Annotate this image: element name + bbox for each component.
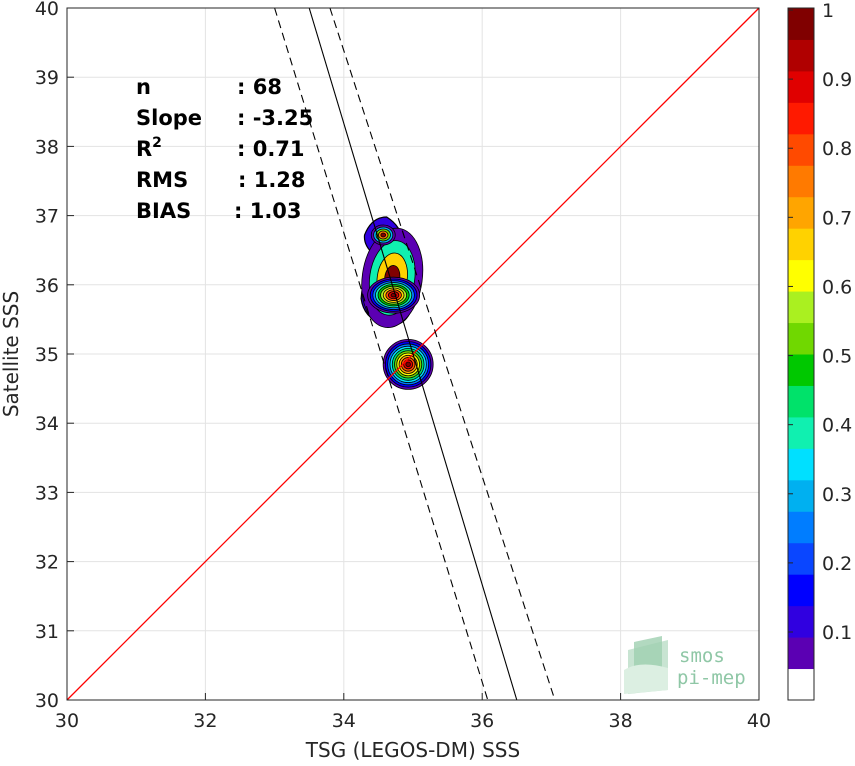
- colorbar-swatch: [788, 668, 814, 701]
- colorbar-swatch: [788, 228, 814, 261]
- stat-label: R2: [136, 135, 162, 161]
- colorbar-tick-label: 0.4: [822, 415, 852, 437]
- smos-pi-mep-logo: smos pi-mep: [624, 636, 746, 694]
- y-tick-label: 33: [35, 482, 59, 504]
- colorbar-swatch: [788, 479, 814, 512]
- colorbar-swatch: [788, 354, 814, 386]
- x-tick-label: 32: [193, 710, 217, 732]
- x-axis-label: TSG (LEGOS-DM) SSS: [305, 738, 520, 762]
- statistics-box: n : 68 Slope : -3.25 R2 : 0.71 RMS : 1.28 BIAS : …: [136, 75, 313, 223]
- colorbar-tick-label: 0.6: [822, 276, 852, 298]
- confidence-line: [274, 7, 489, 701]
- density-contour-north-secondary: [380, 232, 387, 238]
- colorbar-tick-label: 0.1: [822, 622, 852, 644]
- colorbar-swatch: [788, 605, 814, 638]
- colorbar-swatch: [788, 574, 814, 607]
- stat-value: : 0.71: [237, 137, 305, 161]
- colorbar-swatch: [788, 511, 814, 544]
- colorbar-swatch: [788, 385, 814, 418]
- colorbar-tick-label: 0.7: [822, 207, 852, 229]
- logo-line2: pi-mep: [677, 667, 746, 689]
- colorbar-swatch: [788, 39, 814, 72]
- colorbar-swatch: [788, 102, 814, 135]
- y-tick-label: 32: [35, 552, 59, 574]
- colorbar-tick-label: 0.3: [822, 484, 852, 506]
- colorbar: 0.1 0.2 0.3 0.4 0.5 0.6 0.7 0.8 0.9 1: [787, 0, 852, 701]
- y-tick-label: 35: [35, 344, 59, 366]
- y-tick-label: 40: [35, 0, 59, 20]
- regression-lines: [66, 7, 760, 701]
- y-tick-label: 36: [35, 275, 59, 297]
- grid: [67, 8, 759, 700]
- axis-ticks: 30 32 34 36 38 40 30 31 32 33 34 35 36 37 38 39 40: [35, 0, 771, 732]
- colorbar-swatch: [788, 291, 814, 324]
- logo-line1: smos: [679, 645, 725, 667]
- x-tick-label: 30: [55, 710, 79, 732]
- colorbar-swatch: [788, 322, 814, 355]
- x-tick-label: 38: [609, 710, 633, 732]
- y-tick-label: 38: [35, 136, 59, 158]
- confidence-line: [329, 7, 556, 701]
- colorbar-tick-label: 0.9: [822, 69, 852, 91]
- colorbar-swatch: [788, 70, 814, 103]
- y-axis-label: Satellite SSS: [0, 291, 23, 417]
- colorbar-tick-label: 0.8: [822, 138, 852, 160]
- colorbar-swatch: [788, 8, 814, 40]
- stat-label: RMS: [136, 168, 188, 192]
- colorbar-swatch: [788, 196, 814, 229]
- colorbar-tick-label: 0.2: [822, 553, 852, 575]
- regression-line: [308, 7, 518, 701]
- x-tick-label: 40: [747, 710, 771, 732]
- colorbar-tick-label: 0.5: [822, 346, 852, 368]
- colorbar-tick-label: 1: [822, 0, 834, 22]
- colorbar-swatch: [788, 133, 814, 166]
- stat-value: : -3.25: [237, 106, 313, 130]
- y-tick-label: 37: [35, 206, 59, 228]
- x-tick-label: 36: [470, 710, 494, 732]
- stat-label-superscript: 2: [152, 135, 162, 151]
- y-tick-label: 34: [35, 413, 59, 435]
- density-contour-south-peak: [405, 361, 411, 368]
- x-tick-label: 34: [332, 710, 356, 732]
- colorbar-swatch: [788, 542, 814, 575]
- stat-value: : 1.03: [234, 199, 302, 223]
- stat-label: n: [136, 75, 151, 99]
- stat-value: : 1.28: [238, 168, 306, 192]
- colorbar-frame: [787, 7, 815, 701]
- y-tick-label: 31: [35, 621, 59, 643]
- stat-value: : 68: [237, 75, 282, 99]
- colorbar-swatch: [788, 165, 814, 198]
- stat-label: BIAS: [136, 199, 191, 223]
- stat-label: Slope: [136, 106, 202, 130]
- colorbar-swatch: [788, 637, 814, 670]
- y-tick-label: 39: [35, 67, 59, 89]
- y-tick-label: 30: [35, 690, 59, 712]
- colorbar-swatch: [788, 448, 814, 481]
- colorbar-swatch: [788, 416, 814, 449]
